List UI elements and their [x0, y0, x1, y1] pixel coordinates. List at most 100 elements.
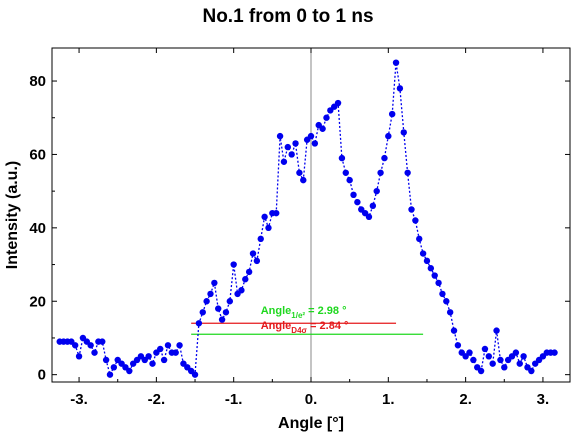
- data-point: [443, 298, 450, 305]
- data-point: [350, 191, 357, 199]
- data-point: [334, 99, 342, 107]
- data-point: [276, 132, 284, 140]
- data-point: [284, 143, 292, 151]
- data-point: [396, 85, 404, 92]
- data-point: [489, 360, 496, 367]
- data-point: [230, 261, 237, 268]
- x-tick-label: -3.: [70, 391, 88, 408]
- y-tick-label: 0: [38, 367, 46, 384]
- data-point: [346, 176, 353, 184]
- y-tick-label: 60: [29, 146, 46, 163]
- data-point: [404, 169, 411, 176]
- data-point: [423, 257, 431, 265]
- y-axis-label: Intensity (a.u.): [4, 161, 21, 269]
- data-point: [388, 110, 396, 118]
- data-point: [288, 151, 295, 158]
- x-axis-label: Angle [°]: [278, 415, 344, 432]
- data-point: [110, 364, 118, 371]
- data-point: [311, 140, 319, 147]
- data-point: [512, 349, 520, 356]
- data-point: [99, 338, 106, 345]
- data-point: [261, 213, 268, 221]
- data-point: [400, 129, 407, 136]
- data-point: [516, 360, 523, 367]
- data-point: [160, 356, 168, 364]
- x-tick-label: 2.: [459, 391, 472, 408]
- data-point: [412, 217, 419, 224]
- data-point: [126, 367, 133, 375]
- data-point: [176, 342, 183, 349]
- chart-title: No.1 from 0 to 1 ns: [202, 6, 373, 27]
- data-point: [385, 132, 392, 140]
- data-point: [381, 154, 388, 162]
- data-point: [377, 169, 384, 176]
- data-point: [520, 353, 527, 360]
- x-tick-label: 1.: [382, 391, 395, 408]
- annotation-label: AngleD4σ = 2.84 °: [261, 320, 349, 335]
- data-point: [265, 224, 272, 232]
- data-point: [238, 287, 245, 294]
- data-point: [446, 309, 454, 316]
- data-point: [226, 298, 234, 305]
- data-point: [319, 125, 326, 132]
- data-point: [253, 257, 261, 265]
- y-tick-label: 40: [29, 220, 46, 237]
- data-point: [242, 276, 249, 283]
- plot-frame: [51, 47, 571, 383]
- data-point: [477, 367, 485, 375]
- data-point: [296, 169, 303, 176]
- data-point: [87, 342, 94, 349]
- data-point: [222, 309, 230, 316]
- data-point: [481, 345, 489, 353]
- data-point: [71, 342, 79, 349]
- data-point: [195, 320, 203, 327]
- data-point: [427, 265, 435, 272]
- x-tick-label: 3.: [537, 391, 550, 408]
- data-point: [280, 158, 288, 165]
- data-point: [416, 235, 423, 243]
- data-point: [470, 356, 477, 364]
- data-point: [493, 327, 500, 334]
- y-tick-label: 80: [29, 73, 46, 90]
- data-point: [528, 367, 535, 375]
- data-point: [365, 213, 373, 221]
- data-point: [273, 209, 280, 217]
- series-group: [56, 59, 558, 378]
- data-point: [191, 371, 199, 378]
- data-point: [145, 353, 152, 360]
- data-point: [466, 349, 473, 356]
- y-tick-label: 20: [29, 293, 46, 310]
- data-point: [408, 206, 415, 213]
- data-point: [102, 356, 110, 364]
- annotations: Angle1/e² = 2.98 °AngleD4σ = 2.84 °: [191, 305, 424, 335]
- data-point: [354, 198, 361, 206]
- data-point: [501, 364, 508, 371]
- axis-ticks: -3. -2. -1. 0. 1. 2. 3. 0 20 40 60 80: [29, 48, 570, 408]
- annotation-label: Angle1/e² = 2.98 °: [261, 305, 347, 320]
- data-point: [215, 305, 222, 312]
- data-point: [307, 132, 315, 140]
- data-point: [342, 169, 349, 176]
- x-tick-label: -2.: [148, 391, 166, 408]
- data-point: [245, 268, 253, 276]
- data-point: [300, 176, 307, 184]
- data-point: [450, 327, 458, 334]
- data-point: [257, 235, 264, 243]
- data-point: [431, 272, 438, 279]
- data-point: [211, 279, 218, 287]
- data-point: [249, 250, 257, 257]
- data-point: [75, 353, 83, 360]
- data-point: [369, 202, 377, 210]
- data-point: [149, 360, 156, 367]
- data-point: [454, 342, 462, 349]
- data-point: [373, 187, 380, 195]
- data-point: [157, 345, 164, 353]
- data-point: [91, 349, 98, 356]
- data-point: [199, 309, 206, 316]
- data-point: [207, 290, 214, 298]
- x-tick-label: -1.: [225, 391, 243, 408]
- data-point: [497, 356, 504, 364]
- data-point: [392, 59, 400, 66]
- data-point: [551, 349, 558, 356]
